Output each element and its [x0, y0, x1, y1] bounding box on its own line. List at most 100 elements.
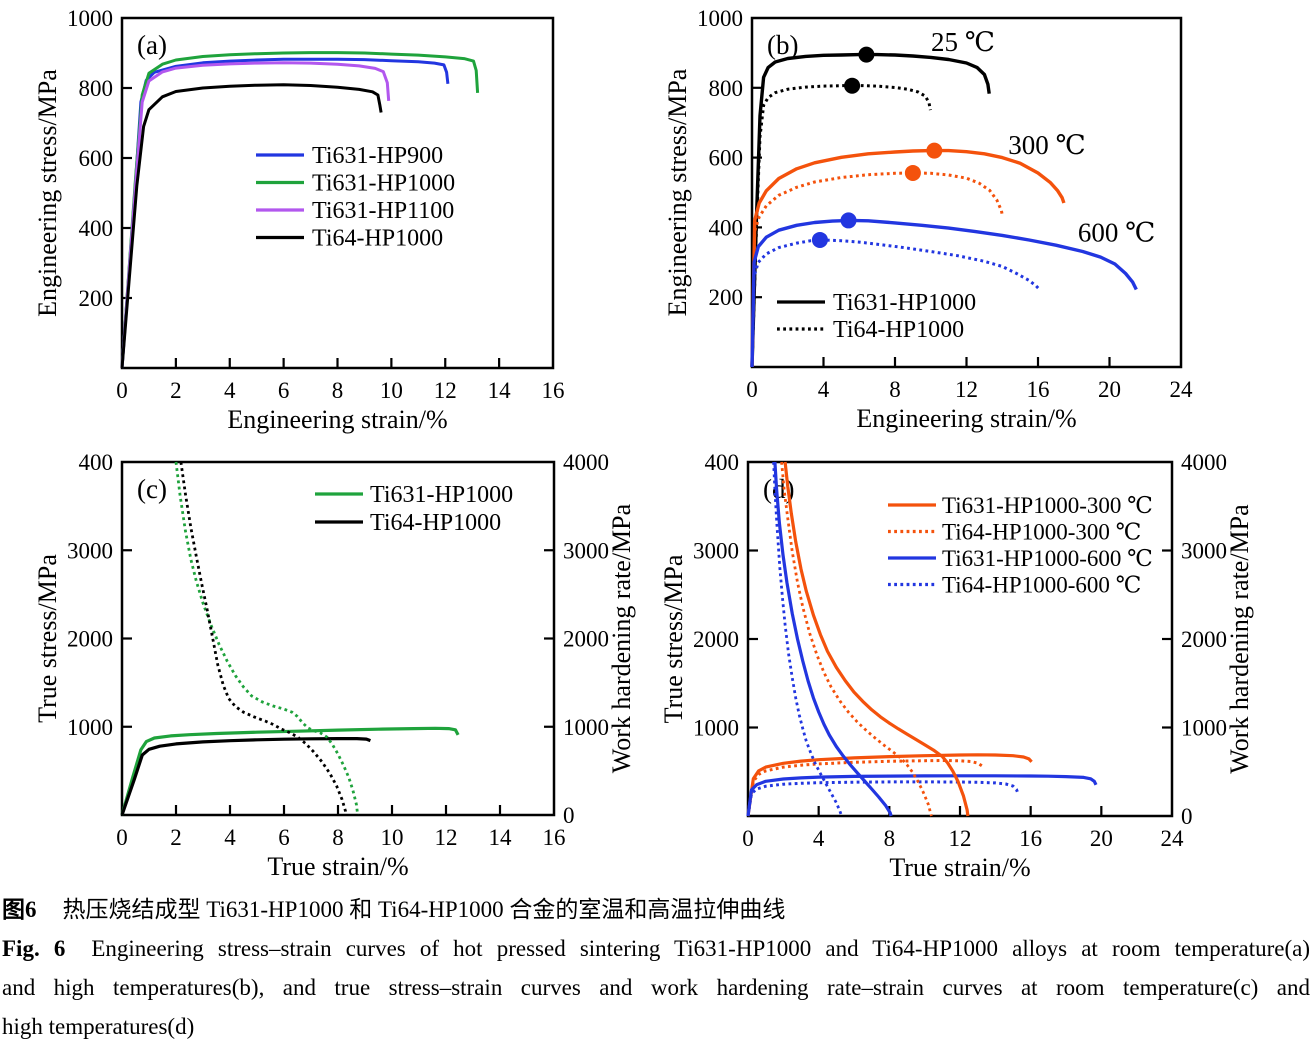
y2-tick-label: 0 — [1181, 804, 1193, 829]
y-tick-label: 400 — [79, 216, 114, 241]
y-tick-label: 600 — [79, 146, 114, 171]
x-tick-label: 4 — [813, 826, 825, 851]
panel-b-engineering-stress-strain-high-temp: 0 4 8 12 16 20 24 200 400 600 800 1000 Engineering s… — [658, 0, 1316, 440]
x-axis-label: Engineering strain/% — [227, 405, 447, 434]
legend-label-Ti64-HP1000: Ti64-HP1000 — [312, 226, 443, 252]
caption-english-line3: high temperatures(d) — [2, 1007, 1312, 1046]
series-Ti64-HP1000-300℃ — [750, 171, 1005, 368]
x-tick-label: 8 — [332, 825, 344, 850]
legend-label-Ti64-HP1000: Ti64-HP1000 — [833, 317, 964, 343]
y-tick-label: 2000 — [67, 627, 113, 652]
y-tick-label: 800 — [709, 76, 744, 101]
caption-chinese: 图6 热压烧结成型 Ti631-HP1000 和 Ti64-HP1000 合金的室… — [2, 890, 1312, 929]
panel-a-engineering-stress-strain-room-temp: 0 2 4 6 8 10 12 14 16 200 400 600 800 1000 Engineering… — [0, 0, 658, 440]
caption-en-text2: and high temperatures(b), and true stres… — [2, 975, 1310, 1000]
x-tick-label: 6 — [278, 825, 290, 850]
y2-tick-label: 1000 — [563, 715, 609, 740]
figure-caption: 图6 热压烧结成型 Ti631-HP1000 和 Ti64-HP1000 合金的室… — [0, 882, 1316, 1054]
x-tick-label: 16 — [543, 825, 566, 850]
x-tick-label: 0 — [116, 825, 128, 850]
panel-label: (c) — [137, 474, 167, 504]
uts-marker-Ti631-HP1000-25℃ — [858, 46, 875, 63]
x-tick-label: 12 — [949, 826, 972, 851]
chart-b: 0 4 8 12 16 20 24 200 400 600 800 1000 Engineering s… — [663, 6, 1194, 433]
x-tick-label: 10 — [381, 825, 404, 850]
y2-tick-label: 4000 — [1181, 450, 1227, 475]
y-tick-label: 2000 — [693, 627, 739, 652]
y2-axis-label: Work hardening rate/MPa — [607, 503, 636, 773]
legend-label-Ti631-HP1100: Ti631-HP1100 — [312, 198, 454, 224]
y-tick-label: 200 — [79, 286, 114, 311]
annotation-600℃: 600 ℃ — [1078, 217, 1155, 247]
legend-label-Ti631-HP1000: Ti631-HP1000 — [833, 290, 976, 316]
caption-en-text1: Engineering stress–strain curves of hot … — [91, 936, 1310, 961]
x-tick-label: 20 — [1090, 826, 1113, 851]
y-tick-label: 200 — [709, 285, 744, 310]
y-axis-label: Engineering stress/MPa — [663, 68, 692, 316]
annotation-25℃: 25 ℃ — [931, 27, 995, 57]
y2-tick-label: 2000 — [1181, 627, 1227, 652]
series-Ti631-HP1000-600℃-true-stress — [746, 774, 1098, 817]
series-Ti64-HP1000-work-hardening-rate — [179, 461, 348, 816]
series-Ti64-HP1000 — [120, 83, 383, 369]
x-tick-label: 4 — [224, 825, 236, 850]
panel-label: (b) — [767, 30, 798, 60]
series-Ti64-HP1000-300℃-work-hardening-rate — [780, 461, 933, 817]
y-tick-label: 400 — [79, 450, 114, 475]
caption-en-text3: high temperatures(d) — [2, 1014, 195, 1039]
uts-marker-Ti64-HP1000-300℃ — [904, 164, 921, 181]
y2-axis-label: Work hardening rate/MPa — [1225, 504, 1254, 774]
y-tick-label: 400 — [705, 450, 740, 475]
caption-zh-text: 热压烧结成型 Ti631-HP1000 和 Ti64-HP1000 合金的室温和… — [62, 897, 786, 922]
series-Ti631-HP1000-300℃-work-hardening-rate — [783, 461, 970, 817]
x-tick-label: 24 — [1161, 826, 1185, 851]
chart-d: 0 4 8 12 16 20 2410002000300040001000200030004… — [659, 450, 1254, 880]
y-tick-label: 600 — [709, 146, 744, 171]
caption-zh-label: 图6 — [2, 897, 37, 922]
y-tick-label: 1000 — [67, 715, 113, 740]
y-tick-label: 3000 — [67, 538, 113, 563]
x-tick-label: 24 — [1170, 377, 1194, 402]
x-tick-label: 8 — [884, 826, 896, 851]
caption-english-line2: and high temperatures(b), and true stres… — [2, 968, 1310, 1007]
x-tick-label: 0 — [116, 378, 128, 403]
y-axis-label: True stress/MPa — [659, 554, 688, 723]
series-Ti631-HP1000-300℃-true-stress — [746, 753, 1033, 817]
x-tick-label: 8 — [889, 377, 901, 402]
x-tick-label: 14 — [489, 825, 513, 850]
y-tick-label: 1000 — [67, 6, 113, 31]
x-tick-label: 12 — [434, 378, 457, 403]
x-axis-label: True strain/% — [267, 852, 408, 880]
y2-tick-label: 3000 — [1181, 539, 1227, 564]
legend-label-Ti631-HP1000: Ti631-HP1000 — [370, 482, 513, 508]
legend-label-Ti64-HP1000-600-℃: Ti64-HP1000-600 ℃ — [942, 573, 1141, 598]
panel-label: (a) — [137, 30, 167, 60]
series-Ti64-HP1000-600℃-true-stress — [746, 780, 1020, 817]
x-tick-label: 16 — [1027, 377, 1050, 402]
annotation-300℃: 300 ℃ — [1008, 130, 1085, 160]
x-axis-label: True strain/% — [889, 853, 1030, 880]
series-Ti631-HP1000-600℃ — [750, 218, 1138, 368]
legend-label-Ti64-HP1000: Ti64-HP1000 — [370, 510, 501, 536]
legend-label-Ti64-HP1000-300-℃: Ti64-HP1000-300 ℃ — [942, 520, 1141, 545]
x-tick-label: 6 — [278, 378, 290, 403]
series-Ti631-HP1000-true-stress — [120, 726, 460, 816]
series-Ti64-HP1000-600℃-work-hardening-rate — [772, 461, 843, 817]
x-tick-label: 14 — [488, 378, 512, 403]
panel-c-true-stress-work-hardening-room-temp: 0 2 4 6 8 10 12 14 16 1000 2000 3000 400 0 1000 2000 300… — [0, 440, 658, 880]
y-tick-label: 800 — [79, 76, 114, 101]
series-Ti631-HP1000-600℃-work-hardening-rate — [773, 461, 893, 817]
x-tick-label: 16 — [1019, 826, 1042, 851]
series-Ti64-HP1000-25℃ — [750, 83, 932, 368]
caption-en-label: Fig. 6 — [2, 936, 66, 961]
x-tick-label: 12 — [955, 377, 978, 402]
x-tick-label: 16 — [542, 378, 565, 403]
y2-tick-label: 3000 — [563, 538, 609, 563]
y2-tick-label: 4000 — [563, 450, 609, 475]
series-Ti64-HP1000-300℃-true-stress — [746, 759, 986, 817]
series-Ti631-HP1000-300℃ — [750, 148, 1066, 368]
x-axis-label: Engineering strain/% — [856, 404, 1076, 433]
caption-english-line1: Fig. 6 Engineering stress–strain curves o… — [2, 929, 1310, 968]
y-axis-label: Engineering stress/MPa — [33, 69, 62, 317]
